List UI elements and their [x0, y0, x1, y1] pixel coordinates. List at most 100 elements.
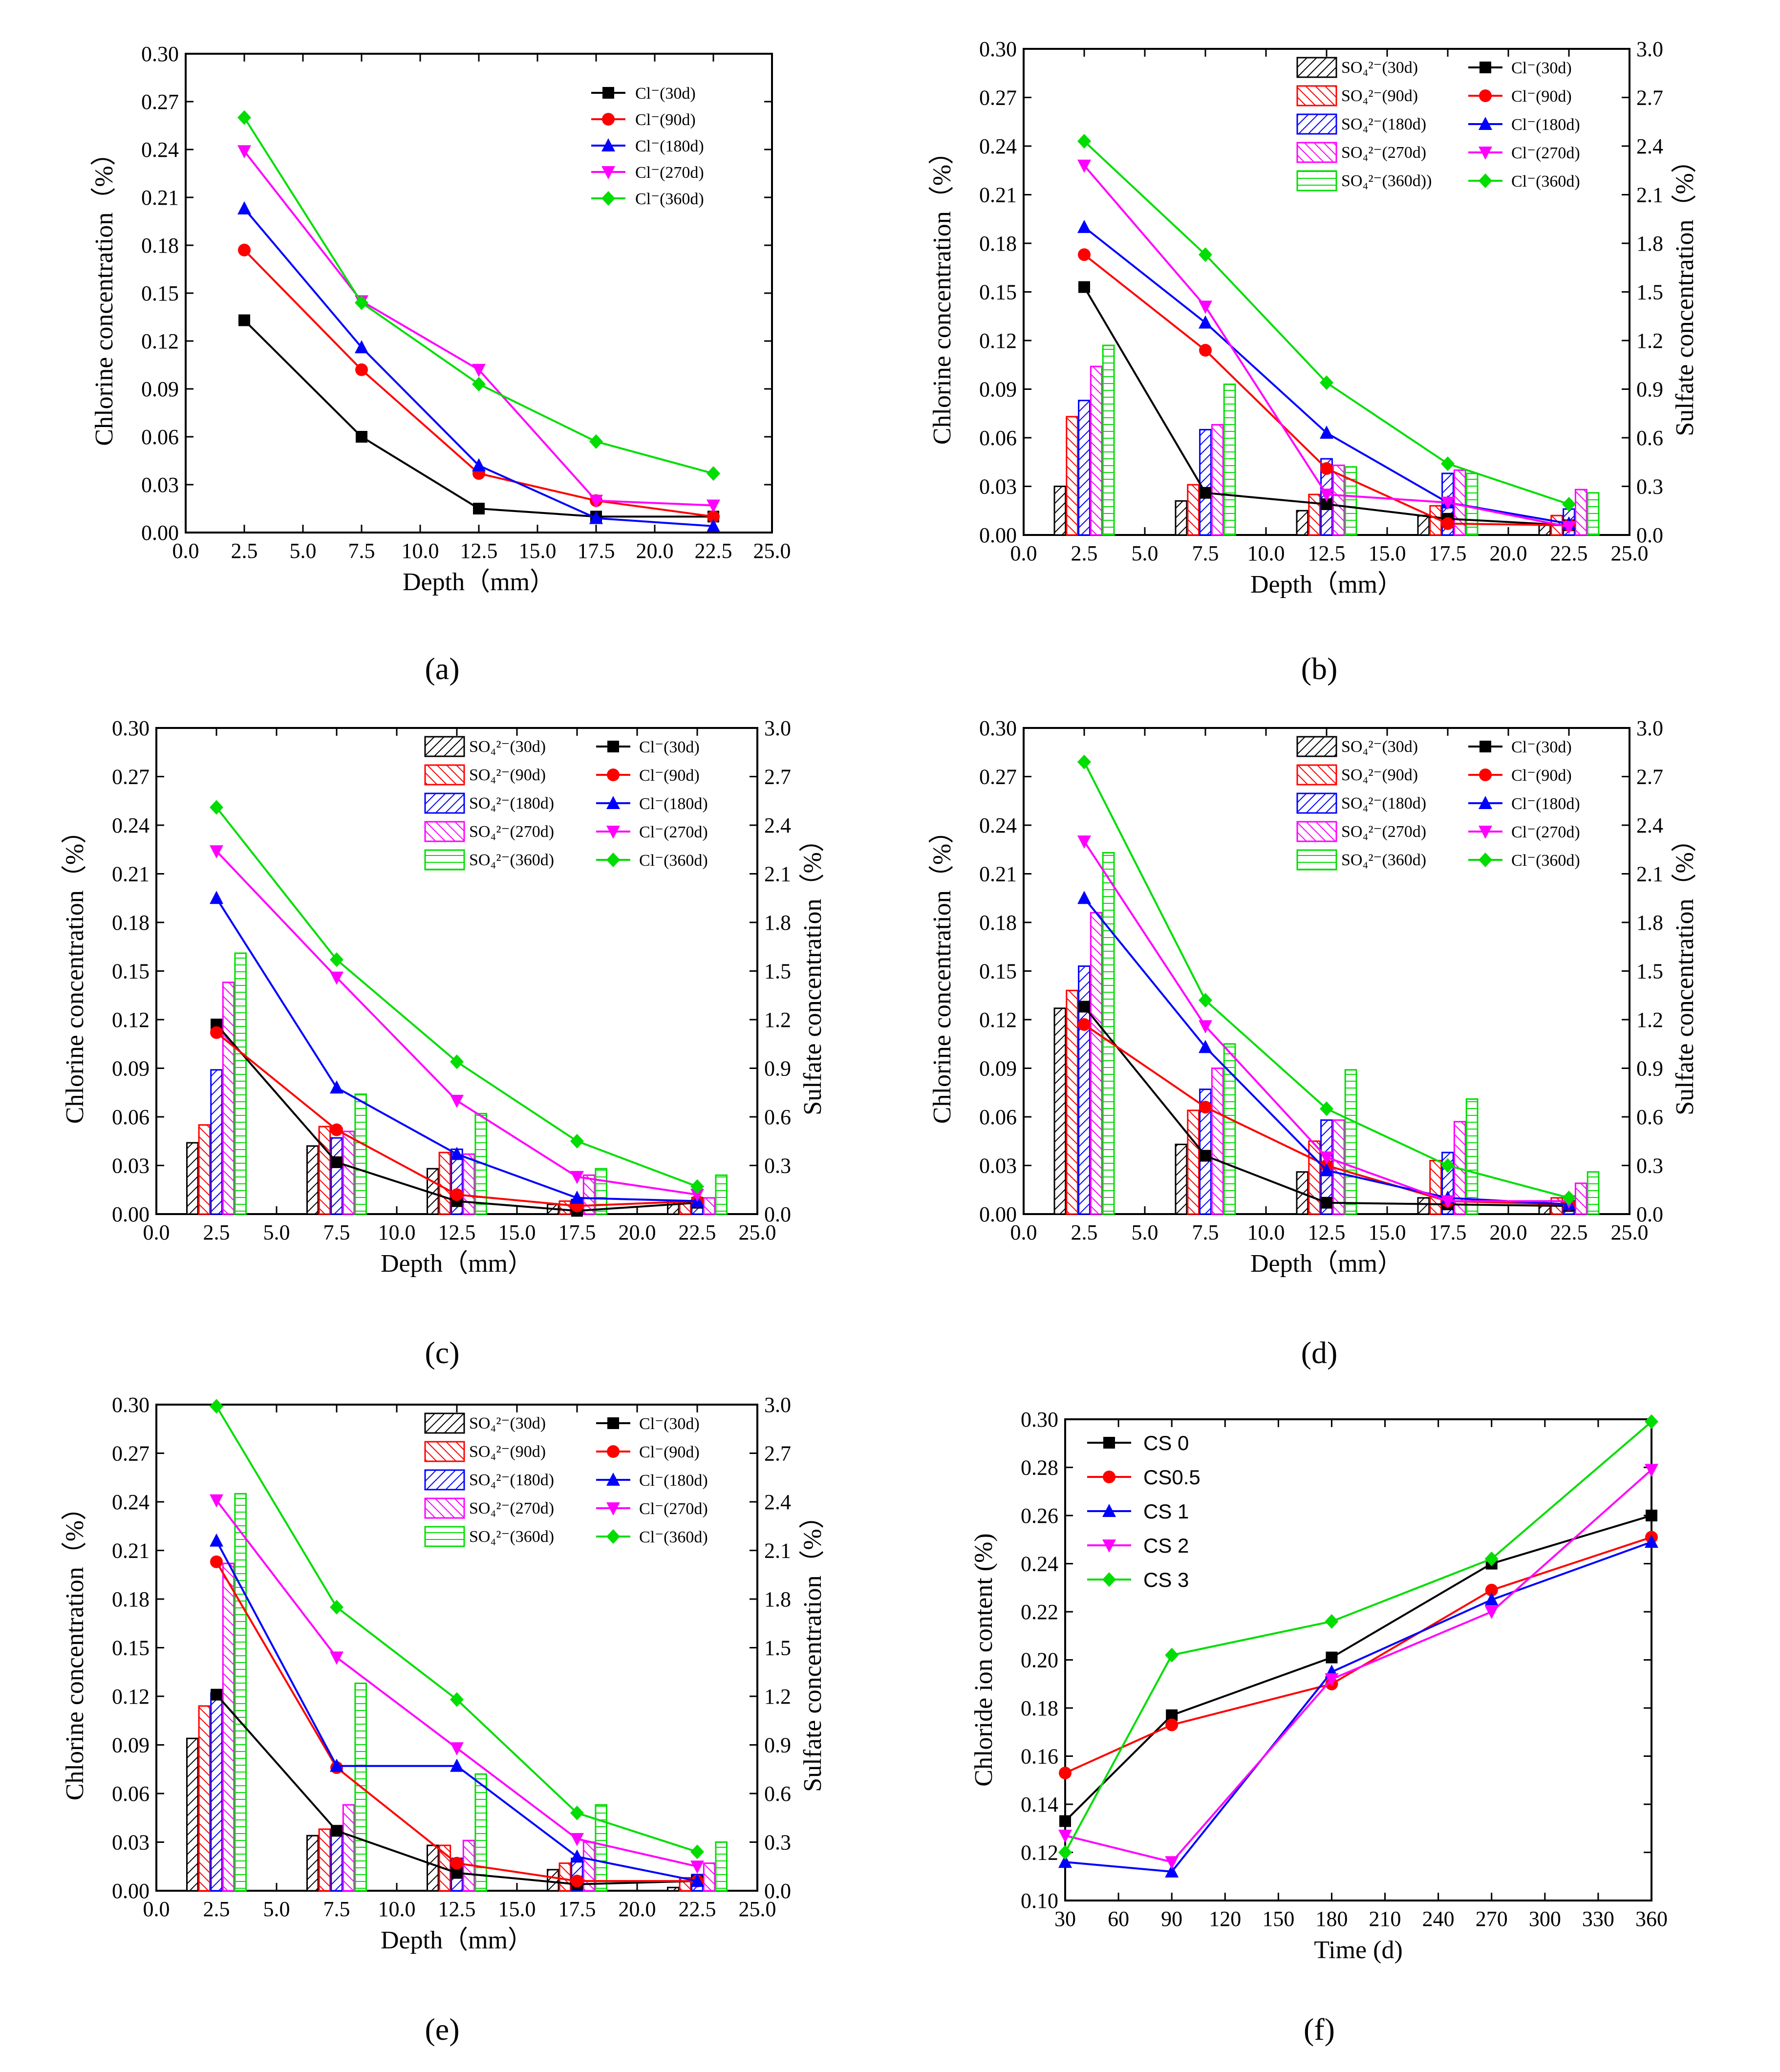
y-tick-label: 0.14	[1021, 1793, 1058, 1816]
y-axis-label: Chlorine concentration（%）	[928, 818, 956, 1124]
x-tick-label: 25.0	[753, 539, 791, 563]
sulfate-bar	[306, 1835, 319, 1892]
y2-tick-label: 0.6	[764, 1782, 791, 1806]
data-point	[472, 363, 486, 377]
data-point	[1199, 300, 1212, 314]
data-point	[1441, 496, 1455, 510]
sulfate-bar	[342, 1131, 355, 1215]
sulfate-bar	[1102, 852, 1115, 1215]
sulfate-bar	[1465, 472, 1479, 536]
x-tick-label: 2.5	[231, 539, 258, 563]
legend-label: Cl⁻(30d)	[639, 1415, 700, 1433]
x-tick-label: 0.0	[172, 539, 199, 563]
x-tick-label: 15.0	[498, 1897, 536, 1921]
legend-marker	[602, 113, 615, 126]
legend-label: Cl⁻(270d)	[1511, 144, 1580, 162]
data-point	[707, 466, 720, 481]
data-point	[330, 1758, 343, 1772]
x-tick-label: 10.0	[1247, 541, 1285, 565]
sulfate-bar	[1175, 500, 1188, 536]
sulfate-bar	[210, 1069, 223, 1215]
x-tick-label: 10.0	[1247, 1220, 1285, 1244]
sulfate-bar	[715, 1841, 728, 1892]
y2-tick-label: 0.9	[764, 1057, 791, 1081]
data-point	[1326, 1651, 1338, 1664]
x-tick-label: 17.5	[558, 1220, 596, 1244]
legend-bar-swatch	[1296, 792, 1337, 814]
x-tick-label: 12.5	[438, 1220, 476, 1244]
legend-bar-swatch	[424, 736, 465, 757]
y2-tick-label: 0.3	[764, 1154, 791, 1178]
legend-label: SO₄²⁻(360d)	[469, 1528, 554, 1546]
chart-panel-a: 0.0 2.5 5.0 7.5 10.0 12.5 15.0 17.5 20.0 22.5 25.0…	[90, 42, 791, 686]
y-tick-label: 0.30	[979, 37, 1017, 61]
legend-bar-swatch	[1296, 736, 1337, 757]
data-point	[690, 1860, 704, 1874]
x-tick-label: 25.0	[739, 1220, 776, 1244]
y-tick-label: 0.28	[1021, 1456, 1058, 1480]
legend-label: Cl⁻(270d)	[635, 164, 704, 182]
y2-tick-label: 0.6	[1636, 1105, 1663, 1129]
y2-tick-label: 2.4	[1636, 134, 1663, 158]
y2-tick-label: 1.5	[764, 960, 791, 983]
y2-tick-label: 3.0	[764, 716, 791, 740]
legend-bar-swatch	[1296, 142, 1337, 163]
data-point	[210, 1533, 223, 1547]
legend-marker	[607, 769, 620, 781]
legend-bar-swatch	[1296, 821, 1337, 842]
data-point	[1200, 487, 1211, 499]
data-point	[1645, 1414, 1658, 1429]
x-tick-label: 5.0	[263, 1897, 290, 1921]
y-axis-label: Chloride ion content (%)	[970, 1533, 998, 1786]
legend-bar-swatch	[424, 764, 465, 786]
legend-label: Cl⁻(180d)	[635, 137, 704, 155]
y-tick-label: 0.10	[1021, 1889, 1058, 1913]
data-point	[355, 295, 368, 310]
legend-marker	[606, 1529, 620, 1544]
data-point	[1320, 462, 1333, 475]
y-tick-label: 0.21	[979, 183, 1017, 207]
legend-bar-swatch	[1296, 57, 1337, 78]
data-point	[450, 1742, 464, 1756]
x-axis-label: Time (d)	[1314, 1936, 1403, 1964]
legend-label: Cl⁻(360d)	[1511, 172, 1580, 191]
sulfate-bar	[1417, 1197, 1430, 1215]
y2-tick-label: 0.0	[764, 1879, 791, 1903]
data-point	[1058, 1845, 1072, 1860]
data-point	[450, 1692, 464, 1707]
sulfate-bar	[1223, 384, 1236, 536]
data-point	[690, 1179, 704, 1194]
y-tick-label: 0.12	[979, 329, 1017, 353]
y-tick-label: 0.09	[112, 1733, 150, 1757]
y-tick-label: 0.20	[1021, 1648, 1058, 1672]
y-tick-label: 0.12	[141, 329, 179, 353]
data-point	[1199, 343, 1212, 357]
data-point	[570, 1805, 584, 1820]
data-point	[1199, 1101, 1212, 1114]
sulfate-bar	[1344, 1069, 1357, 1215]
y-tick-label: 0.09	[141, 377, 179, 401]
data-point	[690, 1844, 704, 1859]
sulfate-bar	[462, 1153, 475, 1215]
y2-tick-label: 0.9	[1636, 1057, 1663, 1081]
legend-label: SO₄²⁻(360d)	[469, 851, 554, 869]
data-point	[330, 952, 343, 967]
x-tick-label: 22.5	[679, 1220, 716, 1244]
legend-label: Cl⁻(90d)	[635, 111, 696, 129]
y-tick-label: 0.15	[112, 960, 150, 983]
y-tick-label: 0.18	[112, 911, 150, 935]
data-point	[1562, 496, 1576, 512]
sulfate-bar	[306, 1145, 319, 1215]
sulfate-bar	[198, 1124, 211, 1215]
y-tick-label: 0.12	[112, 1685, 150, 1709]
y-tick-label: 0.18	[979, 911, 1017, 935]
x-tick-label: 20.0	[636, 539, 674, 563]
sulfate-bar	[1211, 1068, 1224, 1215]
legend-marker	[601, 138, 615, 151]
y-tick-label: 0.30	[112, 1393, 150, 1417]
sulfate-bar	[186, 1142, 199, 1215]
data-point	[472, 458, 486, 471]
x-tick-label: 2.5	[203, 1897, 230, 1921]
series-line	[1065, 1541, 1652, 1873]
y2-tick-label: 0.6	[764, 1105, 791, 1129]
